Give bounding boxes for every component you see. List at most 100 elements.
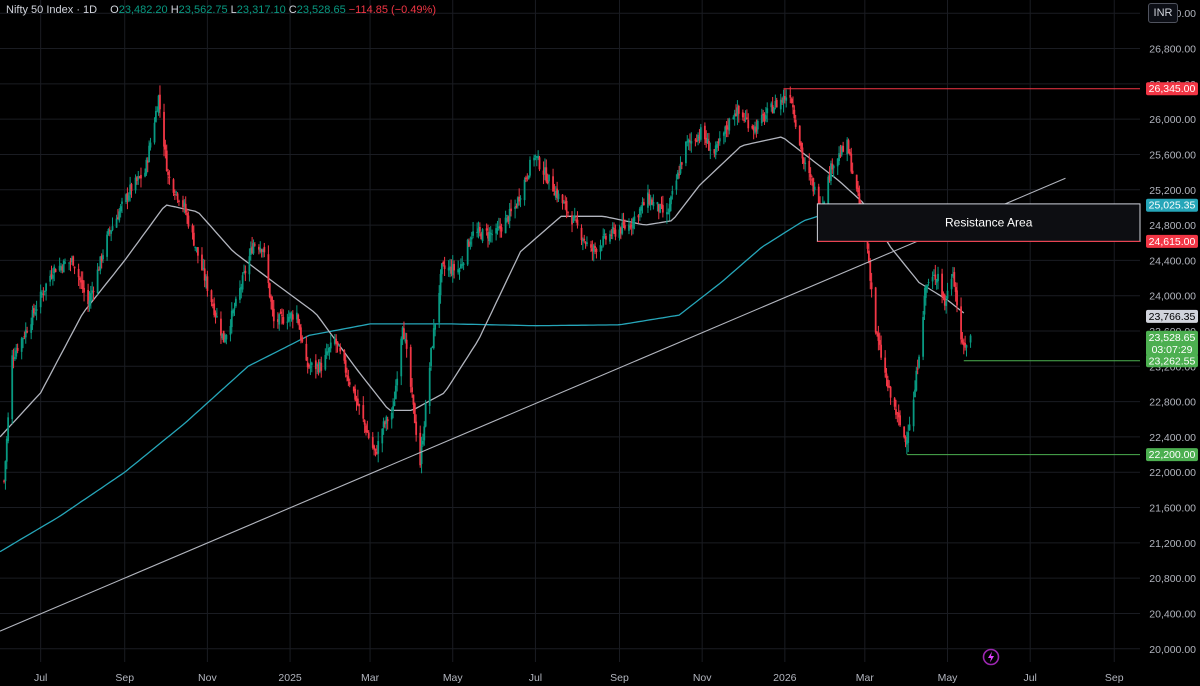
price-axis[interactable]: 27,200.0026,800.0026,400.0026,000.0025,6… [1146, 8, 1198, 656]
candle-body [583, 238, 586, 241]
candle-body [287, 316, 290, 322]
candle-body [876, 332, 878, 334]
candle-body [23, 336, 26, 338]
candle-body [571, 215, 573, 225]
candle-body [50, 274, 53, 277]
candle-body [73, 266, 76, 269]
candle-body [946, 290, 949, 299]
candle-body [31, 309, 34, 326]
price-label-bg [1146, 309, 1198, 323]
candle-body [565, 200, 568, 212]
candle-body [121, 201, 123, 204]
candle-body [830, 163, 832, 181]
x-tick-label: Sep [1105, 672, 1124, 684]
candle-body [628, 224, 630, 231]
candle-body [605, 235, 607, 240]
high-value: 23,562.75 [178, 4, 228, 16]
candle-body [632, 218, 634, 229]
candle-body [961, 339, 964, 343]
candle-body [554, 190, 557, 198]
candle-body [762, 113, 765, 116]
candle-body [365, 425, 367, 433]
candle-body [595, 248, 598, 252]
candle-body [239, 288, 241, 300]
candle-body [779, 99, 782, 110]
candle-body [630, 225, 633, 227]
y-tick-label: 22,400.00 [1149, 432, 1196, 444]
candle-body [670, 196, 672, 205]
candle-body [145, 159, 148, 174]
ma200-line [0, 204, 964, 553]
time-axis[interactable]: Jul Sep Nov 2025 Mar May Jul Sep Nov 2026 Mar May Ju… [34, 672, 1124, 684]
candle-body [899, 415, 901, 426]
candle-body [100, 255, 103, 262]
candle-body [811, 179, 813, 181]
candle-body [441, 263, 443, 275]
candle-body [581, 240, 584, 242]
candle-body [675, 180, 678, 190]
candle-body [744, 118, 747, 120]
candle-body [649, 199, 652, 206]
candle-body [438, 292, 441, 323]
candle-body [656, 202, 659, 205]
candle-body [529, 159, 531, 176]
candle-body [684, 141, 687, 164]
candles-layer [3, 85, 972, 490]
candle-body [392, 406, 395, 411]
candle-body [175, 191, 178, 193]
candle-body [374, 448, 377, 451]
candle-body [253, 244, 256, 246]
candle-body [519, 198, 522, 200]
ma50-layer [0, 136, 965, 438]
candle-body [798, 125, 801, 146]
candle-body [537, 155, 540, 159]
x-tick-label: Sep [115, 672, 134, 684]
candle-body [584, 242, 587, 245]
candle-body [476, 232, 479, 234]
price-label-bg [1146, 198, 1198, 212]
candle-body [793, 109, 796, 119]
candle-body [563, 202, 565, 204]
candle-body [671, 191, 674, 195]
candle-body [680, 162, 683, 165]
candle-body [119, 206, 122, 212]
candle-body [676, 172, 679, 180]
symbol-name[interactable]: Nifty 50 Index · 1D [6, 4, 98, 16]
candle-body [896, 412, 899, 414]
candle-body [960, 306, 962, 340]
y-tick-label: 20,400.00 [1149, 608, 1196, 620]
currency-button[interactable]: INR [1148, 3, 1178, 23]
candle-body [499, 225, 502, 229]
candle-body [496, 228, 499, 231]
candle-body [192, 232, 195, 246]
candle-body [126, 193, 129, 200]
candle-body [469, 241, 472, 245]
candle-body [69, 261, 72, 263]
candle-body [600, 246, 603, 248]
candle-body [324, 355, 327, 370]
candle-body [459, 264, 462, 269]
candle-body [243, 271, 245, 273]
candle-body [87, 289, 90, 304]
candle-body [80, 280, 83, 283]
y-tick-label: 22,800.00 [1149, 397, 1196, 409]
candle-body [760, 114, 763, 124]
candle-body [210, 290, 213, 303]
candle-body [168, 176, 171, 178]
candle-body [215, 316, 218, 318]
candle-body [470, 237, 473, 240]
candle-body [32, 308, 35, 314]
candle-body [915, 370, 918, 391]
candle-body [233, 308, 236, 310]
candle-body [705, 137, 708, 143]
candle-body [908, 424, 911, 431]
drawings-layer: Resistance Area [0, 88, 1141, 632]
lightning-logo-icon[interactable] [982, 648, 1000, 666]
candle-body [187, 215, 190, 227]
resistance-area-label: Resistance Area [945, 216, 1033, 230]
candle-body [96, 269, 99, 294]
candle-body [309, 366, 312, 368]
change-value: −114.85 (−0.49%) [348, 4, 436, 16]
candle-body [298, 324, 301, 330]
